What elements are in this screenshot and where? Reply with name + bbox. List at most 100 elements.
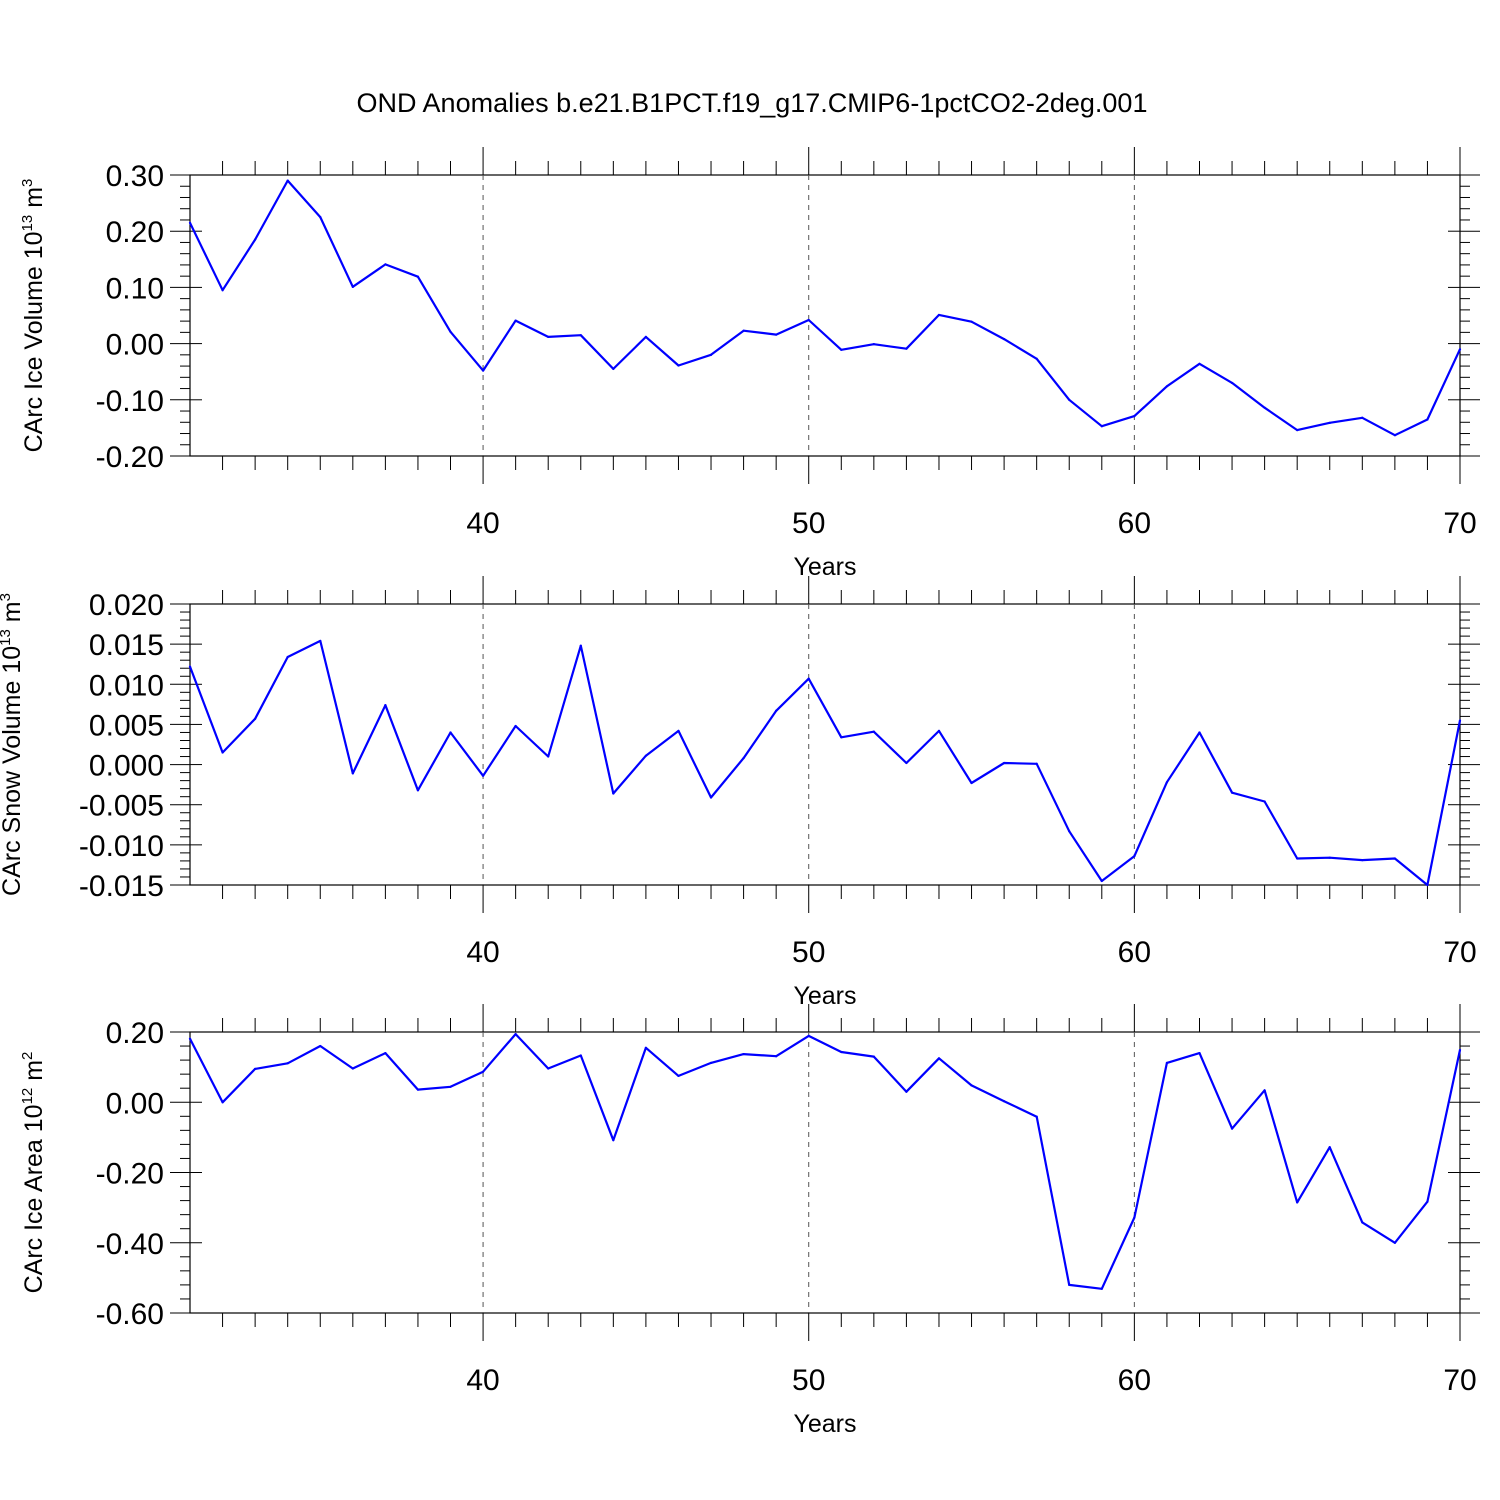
data-point: [188, 221, 192, 224]
data-point: [1068, 1283, 1071, 1286]
y-tick-label: 0.20: [106, 1017, 164, 1050]
y-tick-label: 0.010: [89, 669, 164, 702]
data-point: [481, 774, 485, 777]
data-point: [1458, 719, 1462, 722]
data-point: [1198, 731, 1201, 734]
data-point: [1165, 781, 1169, 784]
data-point: [351, 285, 354, 288]
y-tick-label: 0.30: [106, 160, 164, 193]
data-point: [514, 319, 517, 322]
panel-3: -0.60 -0.40 -0.20 0.00 0.20 40 50 60 70 Years CArc…: [19, 1004, 1480, 1438]
data-point: [1296, 429, 1299, 432]
data-point: [677, 1074, 680, 1078]
y-tick-label: 0.020: [89, 589, 164, 622]
data-point: [384, 704, 387, 707]
data-point: [970, 781, 973, 785]
data-point: [1100, 1287, 1103, 1290]
data-point: [416, 275, 420, 278]
data-point: [416, 789, 420, 792]
x-tick-label: 70: [1443, 507, 1476, 540]
data-point: [742, 757, 745, 760]
data-point: [840, 348, 843, 351]
y-tick-label: -0.10: [96, 385, 164, 418]
data-point: [1361, 416, 1364, 419]
y-tick-label: -0.60: [96, 1298, 164, 1331]
data-point: [1133, 1216, 1136, 1219]
data-point: [1458, 348, 1462, 351]
data-point: [449, 731, 452, 734]
data-point: [254, 717, 257, 720]
data-point: [1393, 434, 1396, 437]
data-point: [905, 347, 908, 350]
data-point: [1361, 1221, 1364, 1224]
data-point: [1068, 830, 1071, 833]
data-point: [937, 313, 941, 317]
y-tick-label: 0.005: [89, 709, 164, 742]
data-point: [221, 1101, 224, 1104]
data-point: [1035, 357, 1038, 360]
y-tick-label: -0.20: [96, 1158, 164, 1191]
plot-frame: [189, 1031, 1461, 1314]
data-point: [188, 665, 192, 668]
y-tick-label: -0.005: [79, 790, 164, 823]
y-axis-label: CArc Snow Volume 1013 m3: [0, 593, 26, 896]
data-point: [1426, 418, 1429, 421]
data-point: [579, 644, 582, 647]
data-point: [1165, 385, 1169, 388]
data-point: [514, 1033, 517, 1036]
x-tick-label: 60: [1118, 936, 1151, 969]
data-point: [1328, 421, 1331, 424]
y-axis-label-ylabel-unit: 10: [20, 1104, 48, 1132]
data-point: [286, 1062, 289, 1065]
data-point: [775, 1055, 778, 1058]
data-point: [807, 318, 810, 322]
data-point: [579, 334, 582, 337]
data-point: [1263, 406, 1266, 409]
y-tick-label: -0.015: [79, 870, 164, 903]
data-point: [709, 796, 713, 799]
data-point: [1361, 859, 1364, 862]
data-point: [1426, 883, 1429, 887]
data-point: [1393, 1241, 1396, 1244]
y-axis-label-ylabel-exp2: 3: [0, 593, 14, 601]
y-axis-label-ylabel-exp1: 12: [19, 1088, 36, 1105]
x-tick-label: 50: [792, 936, 825, 969]
data-point: [775, 709, 778, 712]
data-point: [742, 329, 745, 332]
data-point: [709, 1061, 713, 1065]
data-point: [644, 335, 647, 338]
data-point: [742, 1053, 745, 1056]
y-axis-label-ylabel-unit2: m: [0, 601, 26, 629]
y-tick-label: -0.010: [79, 830, 164, 863]
data-point: [1263, 800, 1266, 803]
data-point: [1230, 1127, 1234, 1130]
series-line: [189, 179, 1461, 437]
data-point: [1296, 857, 1299, 860]
y-axis-label-ylabel-exp1: 13: [0, 629, 14, 646]
data-point: [1458, 1048, 1462, 1052]
data-point: [514, 724, 517, 728]
data-point: [319, 1044, 322, 1048]
data-point: [644, 1046, 647, 1049]
figure-title: OND Anomalies b.e21.B1PCT.f19_g17.CMIP6-…: [357, 88, 1148, 118]
y-tick-label: -0.20: [96, 441, 164, 474]
data-point: [1393, 857, 1396, 860]
data-point: [1165, 1061, 1169, 1065]
data-point: [579, 1054, 582, 1057]
data-point: [286, 179, 289, 182]
data-point: [937, 729, 941, 732]
data-point: [677, 729, 680, 732]
data-point: [612, 1139, 615, 1142]
data-point: [807, 1034, 810, 1037]
x-tick-label: 60: [1118, 507, 1151, 540]
data-point: [547, 755, 550, 758]
data-point: [1133, 854, 1136, 858]
y-tick-label: 0.20: [106, 216, 164, 249]
data-point: [1230, 381, 1234, 385]
plot-frame: [189, 174, 1461, 457]
data-point: [1198, 362, 1201, 365]
y-axis-label-ylabel-unit2: m: [20, 1060, 48, 1088]
series-line: [188, 639, 1462, 887]
data-point: [1068, 398, 1071, 401]
